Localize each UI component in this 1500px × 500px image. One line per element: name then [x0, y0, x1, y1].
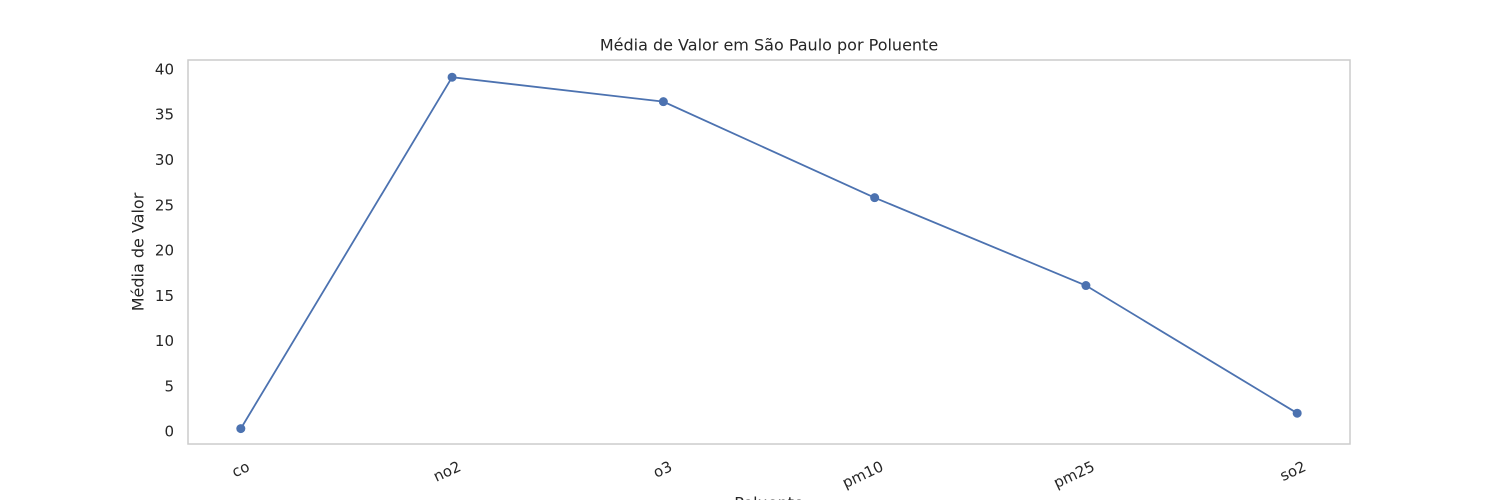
- y-tick-label: 35: [155, 106, 174, 124]
- x-tick-label: pm10: [839, 457, 886, 492]
- x-tick-label: so2: [1277, 457, 1309, 485]
- x-tick-label: co: [229, 457, 252, 481]
- y-tick-label: 10: [155, 332, 174, 350]
- line: [240, 76, 1298, 430]
- y-tick-label: 0: [164, 423, 174, 441]
- x-axis-label: Poluente: [734, 494, 804, 500]
- point: [658, 97, 668, 107]
- y-tick-label: 15: [155, 287, 174, 305]
- y-tick-label: 30: [155, 151, 174, 169]
- y-tick-label: 20: [155, 242, 174, 260]
- point: [870, 193, 880, 203]
- chart-title: Média de Valor em São Paulo por Poluente: [600, 36, 938, 55]
- y-tick-label: 40: [155, 60, 174, 78]
- plot-frame: [187, 59, 1351, 445]
- y-tick-label: 5: [164, 377, 174, 395]
- x-tick-label: o3: [650, 457, 675, 481]
- x-tick-label: pm25: [1051, 457, 1098, 492]
- point: [1292, 408, 1302, 418]
- y-axis-label: Média de Valor: [129, 192, 148, 311]
- x-tick-label: no2: [430, 457, 463, 485]
- point: [1081, 281, 1091, 291]
- point: [447, 72, 457, 82]
- y-tick-label: 25: [155, 196, 174, 214]
- point: [236, 424, 246, 434]
